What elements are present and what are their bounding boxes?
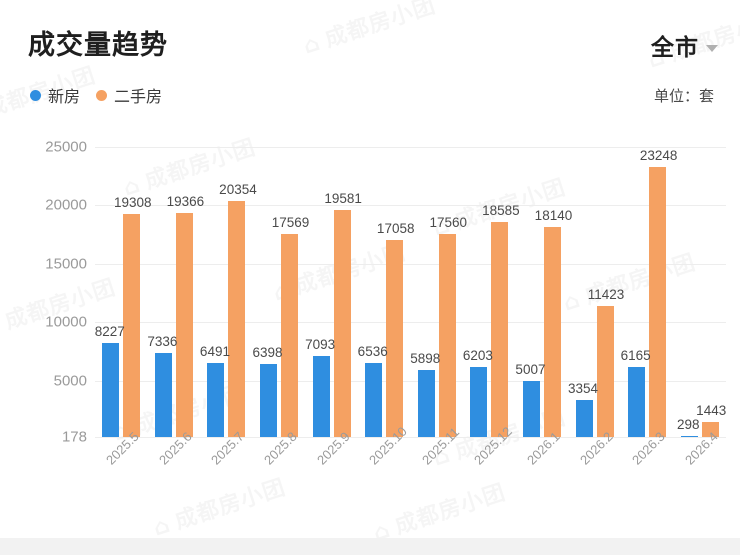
- gridline: [95, 322, 726, 324]
- bar-value-label: 20354: [219, 182, 257, 198]
- bar-new-house[interactable]: [470, 366, 488, 437]
- bar-new-house[interactable]: [312, 356, 330, 437]
- bar-new-house[interactable]: [680, 435, 698, 437]
- bar-value-label: 1443: [696, 403, 727, 419]
- legend-dot-icon: [30, 89, 41, 101]
- bar-value-label: 3354: [568, 380, 599, 396]
- page-title: 成交量趋势: [28, 30, 168, 60]
- bar-new-house[interactable]: [154, 353, 172, 437]
- legend-item-second-hand-house[interactable]: 二手房: [96, 83, 162, 107]
- legend-item-new-house[interactable]: 新房: [30, 83, 80, 107]
- bar-second-hand-house[interactable]: [333, 210, 351, 437]
- bar-value-label: 6536: [357, 343, 388, 359]
- chart-card: ⌂成都房小团 ⌂成都房小团 ⌂成都房小团 ⌂成都房小团 ⌂成都房小团 ⌂成都房小…: [28, 28, 727, 468]
- region-selector-label: 全市: [651, 34, 699, 60]
- legend-label: 二手房: [114, 89, 163, 106]
- bar-second-hand-house[interactable]: [491, 221, 509, 437]
- bar-value-label: 23248: [639, 148, 678, 164]
- bar-value-label: 17058: [376, 220, 415, 236]
- bar-value-label: 19308: [114, 194, 152, 210]
- bar-value-label: 5898: [410, 351, 441, 367]
- bar-value-label: 6398: [252, 345, 283, 361]
- gridline: [95, 205, 726, 207]
- gridline: [95, 437, 726, 438]
- bar-second-hand-house[interactable]: [543, 227, 561, 437]
- y-axis-tick-label: 25000: [45, 138, 87, 156]
- bar-value-label: 19581: [324, 191, 362, 207]
- chevron-down-icon: [706, 44, 718, 52]
- bar-new-house[interactable]: [102, 342, 120, 437]
- legend-label: 新房: [48, 89, 81, 106]
- bar-second-hand-house[interactable]: [438, 233, 456, 437]
- bar-second-hand-house[interactable]: [386, 239, 404, 437]
- bar-value-label: 18140: [534, 208, 573, 224]
- bar-new-house[interactable]: [628, 367, 646, 437]
- bar-new-house[interactable]: [207, 363, 225, 437]
- bar-value-label: 6491: [199, 344, 230, 360]
- chart-plot-area: 25000 20000 15000 10000 5000 178 8227 19308 2025…: [45, 138, 727, 468]
- bar-value-label: 298: [676, 416, 700, 432]
- y-axis-tick-label: 20000: [45, 196, 87, 214]
- unit-label: 单位：套: [653, 88, 714, 105]
- bar-value-label: 8227: [94, 323, 125, 339]
- bar-value-label: 7336: [147, 334, 178, 350]
- bar-new-house[interactable]: [522, 380, 540, 437]
- bar-value-label: 18585: [482, 202, 520, 218]
- bar-value-label: 17569: [271, 214, 310, 230]
- bar-second-hand-house[interactable]: [649, 167, 667, 437]
- gridline: [95, 380, 726, 382]
- bar-second-hand-house[interactable]: [123, 213, 141, 437]
- bar-value-label: 17560: [429, 214, 468, 230]
- bar-new-house[interactable]: [365, 362, 383, 437]
- chart-legend: 新房 二手房: [30, 83, 162, 107]
- y-axis-tick-label: 10000: [45, 313, 87, 331]
- y-axis-tick-label: 178: [61, 428, 87, 446]
- bar-second-hand-house[interactable]: [281, 233, 299, 437]
- bar-value-label: 6203: [462, 347, 493, 363]
- legend-dot-icon: [96, 89, 108, 101]
- region-selector[interactable]: 全市: [651, 28, 718, 62]
- bar-value-label: 19366: [166, 193, 205, 209]
- bar-new-house[interactable]: [417, 370, 435, 437]
- bottom-strip: [0, 538, 740, 555]
- bar-new-house[interactable]: [260, 364, 278, 437]
- bar-value-label: 7093: [305, 337, 336, 353]
- y-axis-tick-label: 5000: [53, 372, 87, 390]
- bar-second-hand-house[interactable]: [175, 212, 193, 437]
- bar-second-hand-house[interactable]: [596, 305, 614, 437]
- bar-new-house[interactable]: [575, 399, 593, 437]
- bar-value-label: 5007: [515, 361, 546, 377]
- bar-second-hand-house[interactable]: [228, 201, 246, 437]
- bar-value-label: 6165: [620, 348, 651, 364]
- gridline: [95, 263, 726, 265]
- bar-value-label: 11423: [587, 286, 625, 302]
- bar-second-hand-house[interactable]: [701, 422, 719, 437]
- gridline: [95, 147, 726, 148]
- y-axis-tick-label: 15000: [45, 255, 87, 273]
